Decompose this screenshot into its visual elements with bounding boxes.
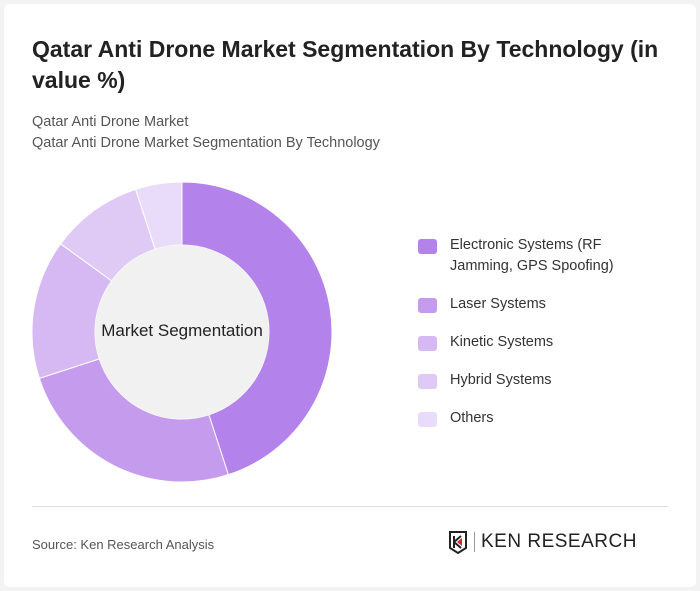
- legend-item: Electronic Systems (RF Jamming, GPS Spoo…: [418, 235, 640, 277]
- legend-swatch: [418, 298, 437, 313]
- legend-item: Others: [418, 408, 658, 429]
- legend-item: Hybrid Systems: [418, 370, 658, 391]
- legend-swatch: [418, 374, 437, 389]
- logo-text: KEN RESEARCH: [481, 531, 637, 552]
- subtitle-segmentation: Qatar Anti Drone Market Segmentation By …: [32, 135, 380, 151]
- divider: [32, 506, 668, 507]
- legend-label: Hybrid Systems: [450, 372, 552, 388]
- chart-title: Qatar Anti Drone Market Segmentation By …: [32, 36, 659, 93]
- legend-swatch: [418, 336, 437, 351]
- legend-item: Kinetic Systems: [418, 332, 658, 353]
- legend-swatch: [418, 412, 437, 427]
- legend-item: Laser Systems: [418, 294, 658, 315]
- legend-label: Laser Systems: [450, 296, 546, 312]
- donut-hole: [95, 245, 269, 419]
- legend: Electronic Systems (RF Jamming, GPS Spoo…: [418, 235, 658, 446]
- ken-research-logo: KEN RESEARCH: [448, 530, 637, 554]
- legend-swatch: [418, 239, 437, 254]
- ken-logo-icon: [449, 531, 467, 554]
- subtitle-market: Qatar Anti Drone Market: [32, 114, 189, 130]
- legend-label: Electronic Systems (RF Jamming, GPS Spoo…: [450, 237, 614, 274]
- legend-label: Kinetic Systems: [450, 334, 554, 350]
- legend-label: Others: [450, 410, 494, 426]
- donut-center-label: Market Segmentation: [101, 321, 263, 340]
- source-note: Source: Ken Research Analysis: [32, 537, 215, 552]
